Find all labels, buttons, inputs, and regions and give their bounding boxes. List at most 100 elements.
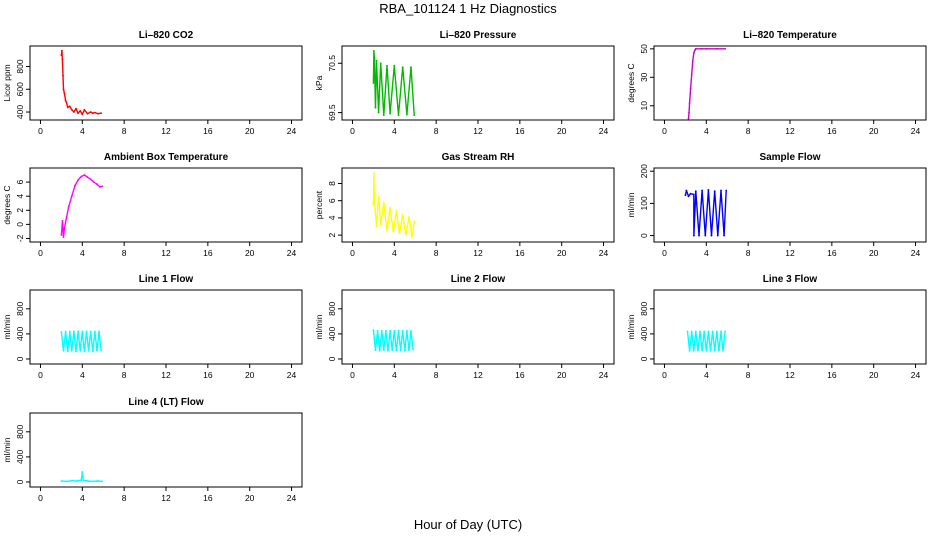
y-tick-label: 2 bbox=[15, 208, 25, 213]
x-tick-label: 0 bbox=[38, 493, 43, 503]
x-tick-label: 0 bbox=[662, 126, 667, 136]
x-tick-label: 12 bbox=[785, 126, 795, 136]
data-point bbox=[722, 349, 724, 352]
data-point bbox=[387, 349, 389, 352]
x-tick-label: 16 bbox=[515, 370, 525, 380]
x-tick-label: 8 bbox=[746, 126, 751, 136]
panel-title: Li–820 Pressure bbox=[440, 30, 517, 41]
y-tick-label: 0 bbox=[639, 356, 649, 361]
data-point bbox=[99, 186, 101, 188]
data-point bbox=[715, 47, 718, 50]
data-point bbox=[64, 330, 67, 333]
data-point bbox=[83, 108, 86, 111]
series-line bbox=[684, 189, 727, 237]
data-point bbox=[694, 190, 697, 193]
data-point bbox=[375, 225, 378, 228]
data-point bbox=[724, 330, 726, 333]
data-point bbox=[376, 329, 379, 332]
y-axis-label: ml/min bbox=[626, 314, 636, 339]
data-point bbox=[377, 111, 380, 114]
data-point bbox=[401, 213, 404, 216]
data-point bbox=[83, 350, 86, 353]
data-point bbox=[689, 192, 692, 195]
data-point bbox=[75, 107, 77, 110]
data-point bbox=[393, 329, 396, 332]
data-point bbox=[64, 99, 67, 102]
data-point bbox=[713, 190, 716, 193]
x-tick-label: 20 bbox=[245, 493, 255, 503]
y-axis-label: ml/min bbox=[314, 314, 324, 339]
x-tick-label: 20 bbox=[557, 126, 567, 136]
x-tick-label: 24 bbox=[911, 248, 921, 258]
x-tick-label: 16 bbox=[827, 248, 837, 258]
data-point bbox=[410, 329, 412, 332]
panel-title: Sample Flow bbox=[759, 152, 820, 163]
data-point bbox=[688, 349, 691, 352]
data-point bbox=[379, 62, 382, 65]
data-point bbox=[62, 74, 64, 77]
y-tick-label: 200 bbox=[639, 164, 649, 178]
y-tick-label: 6 bbox=[15, 179, 25, 184]
plot-frame bbox=[29, 167, 303, 243]
y-axis-label: ml/min bbox=[2, 437, 12, 462]
x-tick-label: 24 bbox=[911, 126, 921, 136]
data-point bbox=[707, 189, 710, 191]
data-point bbox=[91, 350, 94, 353]
panel-title: Line 1 Flow bbox=[139, 274, 194, 285]
data-point bbox=[379, 223, 382, 226]
data-point bbox=[374, 106, 377, 109]
x-tick-label: 4 bbox=[80, 493, 85, 503]
y-axis-label: ml/min bbox=[626, 192, 636, 217]
x-tick-label: 12 bbox=[161, 493, 171, 503]
data-point bbox=[713, 349, 716, 352]
x-tick-label: 12 bbox=[473, 126, 483, 136]
x-tick-label: 16 bbox=[827, 126, 837, 136]
y-tick-label: 6 bbox=[327, 198, 337, 203]
x-tick-label: 4 bbox=[80, 126, 85, 136]
data-point bbox=[65, 480, 68, 483]
x-tick-label: 8 bbox=[746, 248, 751, 258]
x-tick-label: 24 bbox=[287, 248, 297, 258]
x-tick-label: 24 bbox=[287, 493, 297, 503]
x-tick-label: 16 bbox=[203, 126, 213, 136]
data-point bbox=[61, 58, 64, 61]
data-point bbox=[709, 349, 712, 352]
data-point bbox=[693, 49, 696, 52]
x-tick-label: 24 bbox=[287, 126, 297, 136]
y-tick-label: 30 bbox=[639, 72, 649, 82]
data-point bbox=[703, 330, 706, 333]
data-point bbox=[411, 235, 413, 238]
data-point bbox=[97, 112, 99, 115]
data-point bbox=[700, 47, 702, 50]
x-tick-label: 0 bbox=[662, 248, 667, 258]
data-point bbox=[61, 49, 63, 52]
x-tick-label: 20 bbox=[245, 126, 255, 136]
data-point bbox=[60, 480, 63, 482]
data-point bbox=[65, 216, 68, 219]
data-point bbox=[82, 479, 85, 482]
data-point bbox=[413, 114, 416, 116]
panel-6: Sample Flow 0 4 8 12 16 20 24 0 100 200 ml/min bbox=[626, 152, 927, 258]
x-tick-label: 16 bbox=[827, 370, 837, 380]
x-tick-label: 24 bbox=[599, 370, 609, 380]
data-point bbox=[94, 330, 96, 333]
data-point bbox=[79, 349, 82, 352]
data-point bbox=[697, 349, 699, 352]
data-point bbox=[410, 66, 412, 69]
x-tick-label: 8 bbox=[122, 248, 127, 258]
y-tick-label: 4 bbox=[15, 194, 25, 199]
data-point bbox=[385, 329, 387, 332]
data-point bbox=[687, 195, 690, 198]
x-tick-label: 20 bbox=[869, 126, 879, 136]
plot-frame bbox=[29, 412, 303, 488]
y-tick-label: 400 bbox=[15, 450, 25, 464]
data-point bbox=[690, 330, 693, 333]
data-point bbox=[86, 176, 89, 179]
data-point bbox=[63, 227, 66, 229]
data-point bbox=[373, 199, 376, 202]
data-point bbox=[705, 47, 708, 50]
panel-title: Line 2 Flow bbox=[451, 274, 506, 285]
